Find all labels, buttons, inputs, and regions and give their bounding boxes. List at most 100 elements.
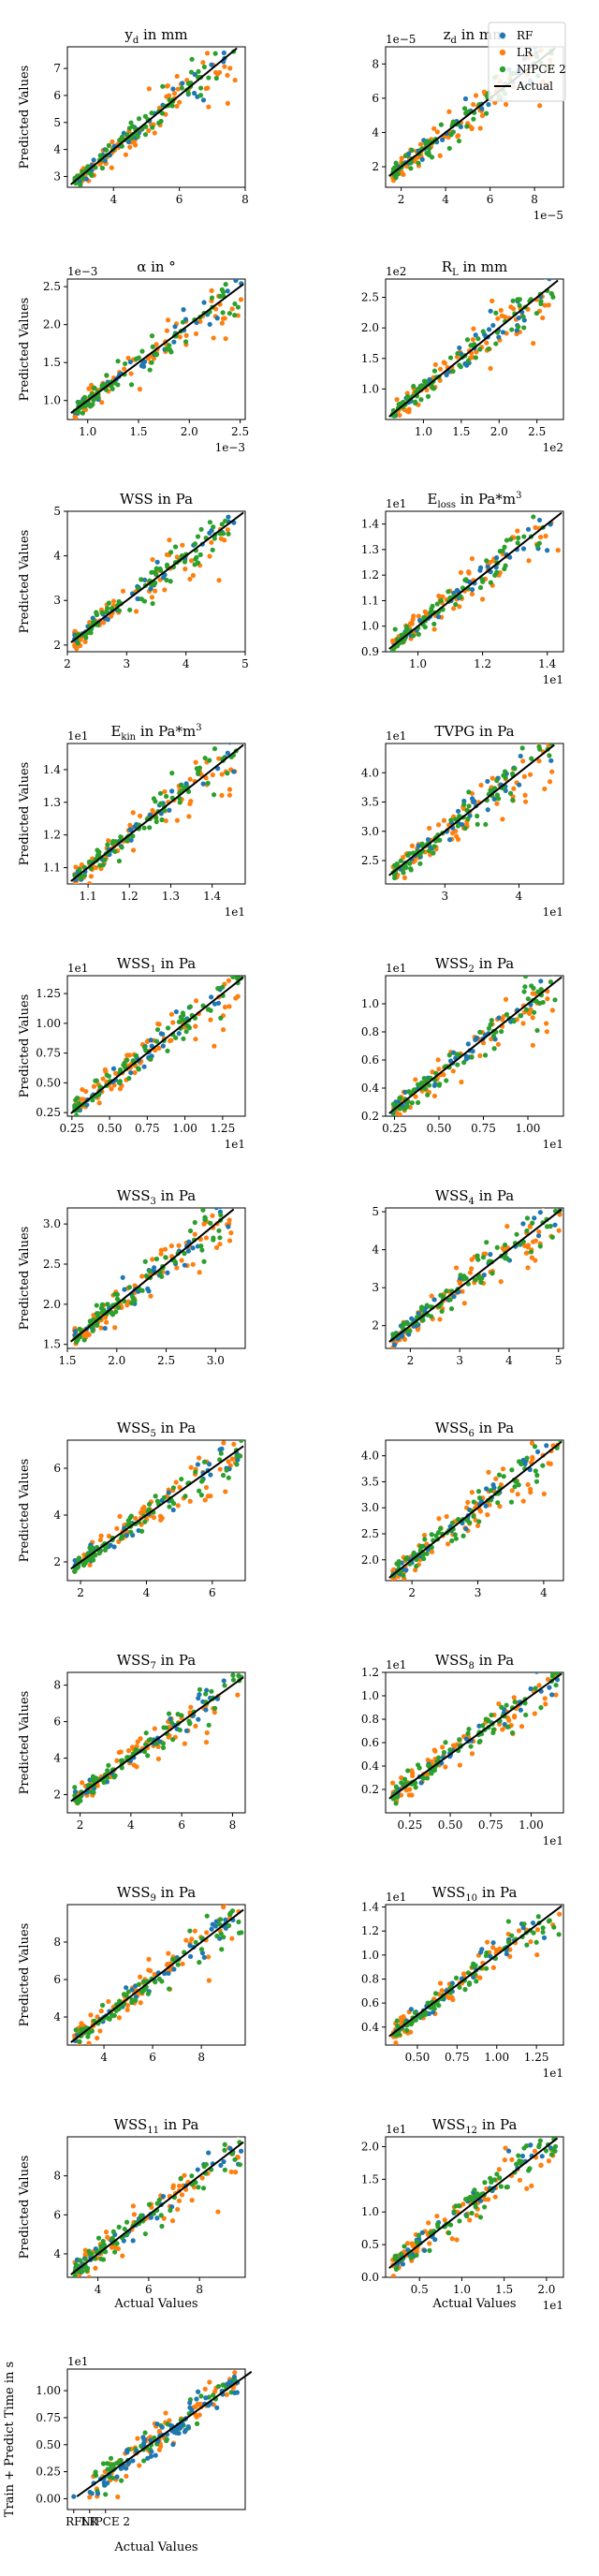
lr-point <box>477 125 483 131</box>
nipce2-point <box>392 875 398 881</box>
lr-point <box>182 1741 187 1746</box>
lr-point <box>431 626 437 632</box>
nipce2-point <box>160 1741 167 1746</box>
nipce2-point <box>153 1494 158 1499</box>
x-offset-label: 1e−5 <box>533 209 563 222</box>
lr-point <box>394 397 400 403</box>
lr-point <box>503 101 509 108</box>
nipce2-point <box>438 1525 444 1532</box>
lr-point <box>397 412 402 419</box>
scatter-points <box>72 514 237 652</box>
lr-point <box>549 733 554 738</box>
nipce2-point <box>113 1309 119 1315</box>
rf-point <box>200 781 206 787</box>
nipce2-point <box>475 2191 480 2197</box>
lr-point <box>190 572 197 579</box>
rf-point <box>225 750 230 756</box>
timing-marker <box>71 2494 77 2499</box>
lr-point <box>454 2237 460 2243</box>
x-tick-label: 1.5 <box>495 2283 513 2296</box>
lr-point <box>406 1792 412 1798</box>
lr-point <box>409 621 415 626</box>
nipce2-point <box>94 610 99 615</box>
lr-point <box>219 772 225 777</box>
nipce2-point <box>548 1223 553 1229</box>
legend-entry: Actual <box>516 80 553 93</box>
lr-point <box>458 569 464 575</box>
nipce2-point <box>428 1770 433 1775</box>
x-offset-label: 1e2 <box>543 441 563 454</box>
nipce2-point <box>553 1682 559 1688</box>
nipce2-point <box>167 1986 172 1992</box>
y-tick-label: 1.1 <box>43 861 61 875</box>
lr-point <box>153 588 158 594</box>
lr-point <box>106 838 111 844</box>
nipce2-point <box>172 544 179 550</box>
lr-point <box>232 77 238 83</box>
nipce2-point <box>504 2185 509 2190</box>
nipce2-point <box>179 85 184 91</box>
x-tick-label: 2 <box>77 1818 84 1832</box>
y-tick-label: 5 <box>53 116 61 129</box>
scatter-points <box>390 1911 562 2045</box>
nipce2-point <box>143 1730 149 1736</box>
rf-point <box>488 1252 493 1258</box>
lr-point <box>226 978 232 983</box>
rf-point <box>519 2153 526 2159</box>
nipce2-point <box>201 1259 207 1264</box>
nipce2-point <box>233 732 238 737</box>
nipce2-point <box>101 2242 107 2247</box>
nipce2-point <box>96 1551 102 1556</box>
nipce2-point <box>499 1704 504 1710</box>
nipce2-point <box>197 1488 202 1494</box>
nipce2-point <box>221 39 226 44</box>
x-tick-label: 1.2 <box>474 657 491 670</box>
nipce2-point <box>76 1555 82 1561</box>
rf-point <box>238 2148 244 2154</box>
lr-point <box>115 2494 121 2500</box>
nipce2-point <box>150 600 155 607</box>
y-offset-label: 1e−5 <box>386 33 416 46</box>
nipce2-point <box>149 569 154 575</box>
nipce2-point <box>501 1474 506 1479</box>
lr-point <box>402 875 408 881</box>
rf-point <box>504 1951 509 1957</box>
lr-point <box>179 2192 185 2198</box>
rf-point <box>166 1970 171 1976</box>
lr-point <box>108 613 114 619</box>
nipce2-point <box>501 773 506 778</box>
subplot-7: Ekin​ in Pa*m3​1.11.21.31.41.11.21.31.41… <box>18 723 246 919</box>
lr-point <box>542 302 548 308</box>
nipce2-point <box>431 386 437 391</box>
x-tick-label: 6 <box>487 193 494 206</box>
lr-point <box>537 103 543 109</box>
nipce2-point <box>119 143 124 149</box>
lr-point <box>530 1015 535 1021</box>
nipce2-point <box>128 1529 134 1535</box>
x-tick-label: 3 <box>442 890 449 903</box>
rf-point <box>486 327 492 332</box>
nipce2-point <box>411 383 416 390</box>
nipce2-point <box>177 1727 183 1733</box>
lr-point <box>477 1975 483 1980</box>
nipce2-point <box>218 1212 224 1218</box>
lr-point <box>229 1456 235 1462</box>
nipce2-point <box>77 867 82 873</box>
lr-point <box>149 595 155 600</box>
rf-point <box>520 1925 526 1931</box>
x-offset-label: 1e1 <box>543 2299 563 2312</box>
rf-point <box>154 559 160 565</box>
y-tick-label: 0.6 <box>361 1053 379 1067</box>
nipce2-point <box>494 569 500 575</box>
lr-point <box>150 556 155 563</box>
nipce2-point <box>157 790 164 796</box>
lr-point <box>532 2148 538 2154</box>
y-tick-label: 3 <box>372 1281 379 1294</box>
x-tick-label: 1.5 <box>129 425 147 438</box>
nipce2-point <box>521 2145 527 2151</box>
nipce2-point <box>147 1501 153 1508</box>
rf-point <box>171 1966 177 1972</box>
nipce2-point <box>494 1244 500 1250</box>
rf-point <box>473 1037 478 1043</box>
